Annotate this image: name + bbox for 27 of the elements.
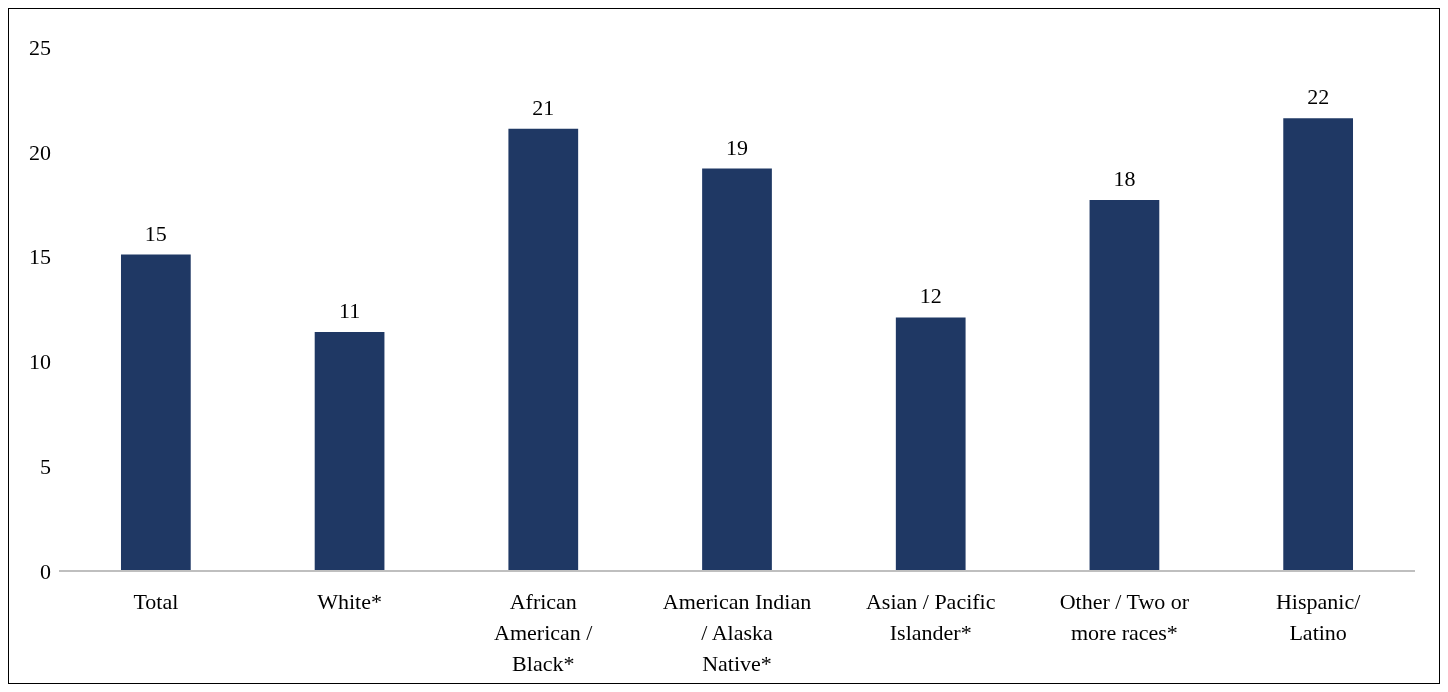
- bar: [895, 317, 966, 571]
- x-tick-label: African American / Black*: [494, 589, 594, 676]
- data-label: 11: [338, 298, 361, 324]
- y-tick-label: 10: [29, 349, 51, 375]
- x-tick-label: Hispanic/ Latino: [1275, 589, 1362, 645]
- x-tick-label: Total: [133, 589, 179, 614]
- data-label: 18: [1113, 166, 1136, 192]
- x-tick-label: Asian / Pacific Islander*: [865, 589, 996, 645]
- data-label: 12: [919, 283, 942, 309]
- x-tick-label: Other / Two or more races*: [1059, 589, 1190, 645]
- x-tick-label: American Indian / Alaska Native*: [662, 589, 812, 676]
- bar: [1089, 200, 1160, 571]
- y-tick-label: 25: [29, 34, 51, 60]
- y-tick-label: 5: [40, 454, 51, 480]
- data-label: 15: [144, 220, 167, 246]
- bar: [508, 128, 579, 571]
- data-label: 19: [726, 134, 748, 160]
- y-tick-label: 0: [40, 558, 51, 584]
- bar: [702, 168, 772, 571]
- y-tick-label: 20: [29, 139, 51, 165]
- data-label: 21: [532, 94, 555, 120]
- bar: [1283, 118, 1354, 571]
- y-tick-label: 15: [29, 244, 51, 270]
- x-tick-label: White*: [317, 589, 382, 614]
- bar: [314, 332, 385, 571]
- data-label: 22: [1307, 84, 1330, 110]
- bar: [120, 254, 191, 571]
